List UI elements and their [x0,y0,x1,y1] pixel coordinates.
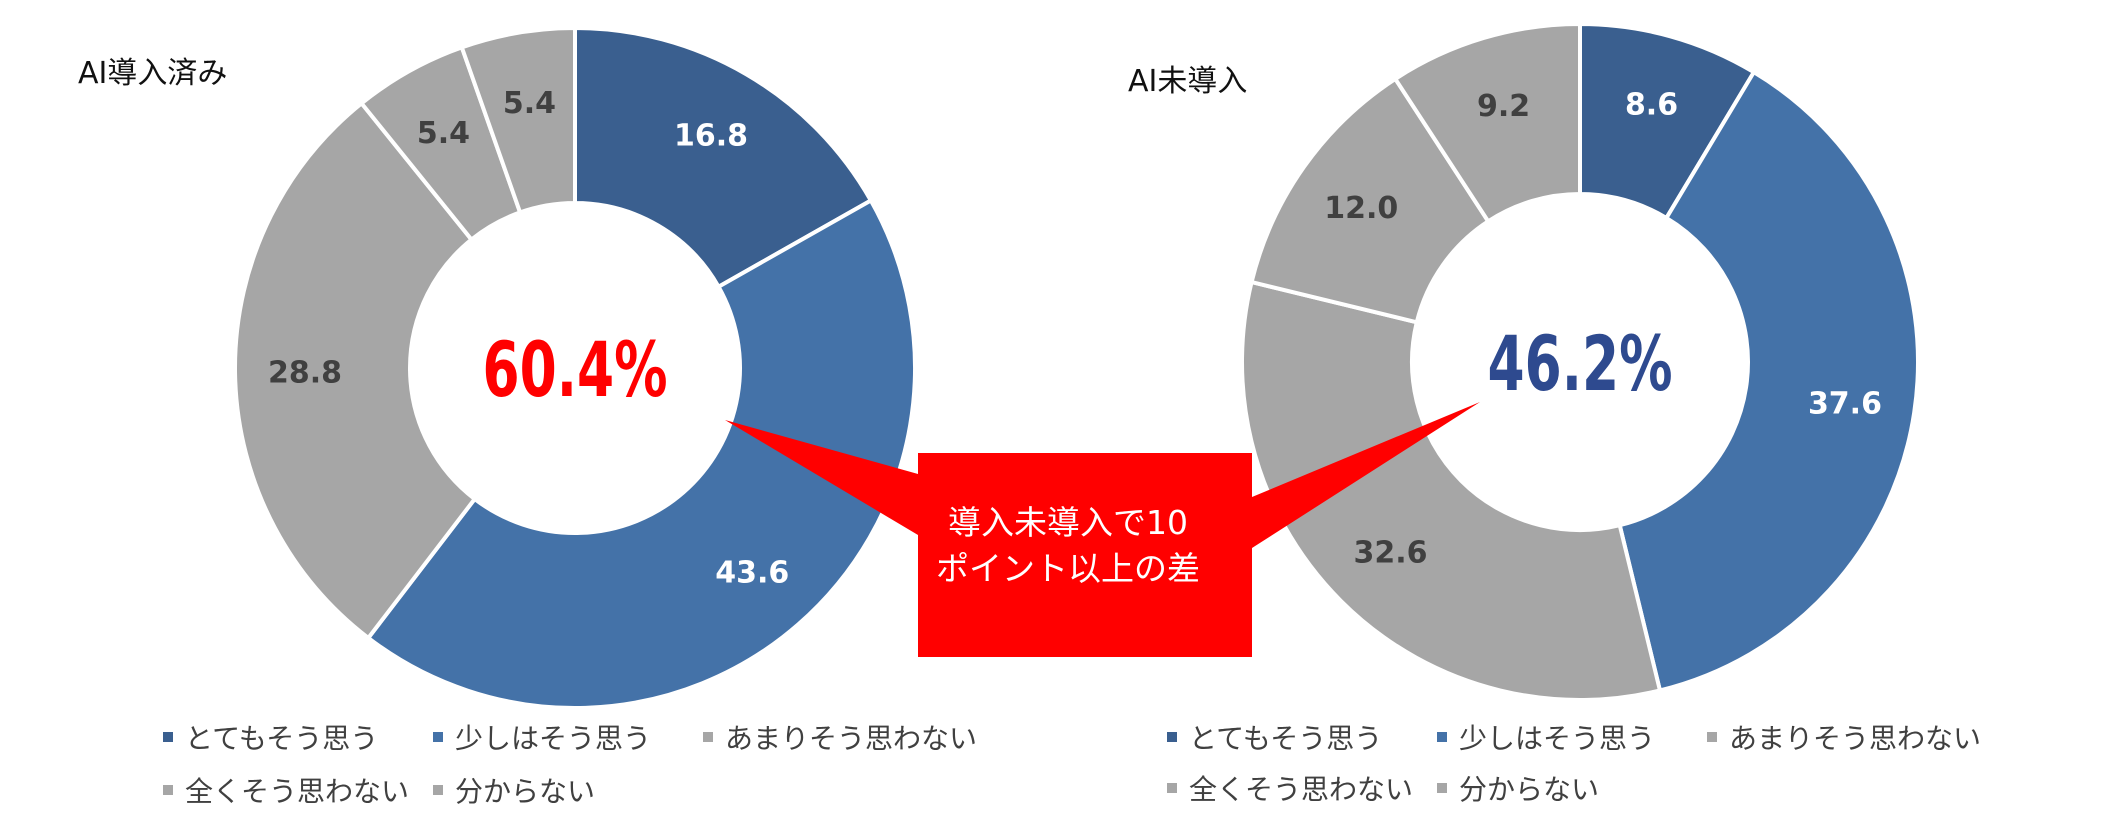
legend-label: あまりそう思わない [725,722,978,755]
callout-box [725,402,1480,657]
legend-label: 少しはそう思う [455,722,652,755]
data-label: 8.6 [1625,88,1678,123]
callout-line-2: ポイント以上の差 [936,549,1200,588]
legend-left-row-2: 全くそう思わない 分からない [163,770,595,810]
legend-label: 少しはそう思う [1459,722,1656,755]
legend-item: あまりそう思わない [1707,717,1981,757]
legend-label: 全くそう思わない [1189,773,1414,806]
donut-slice [573,25,874,290]
legend-swatch [703,732,713,742]
data-label: 12.0 [1324,191,1398,226]
legend-item: 全くそう思わない [1167,768,1437,808]
data-label: 16.8 [674,119,748,154]
legend-label: 全くそう思わない [185,775,410,808]
donut-slice [459,25,577,215]
legend-label: あまりそう思わない [1729,722,1982,755]
donut-chart-adopted: 16.8 43.6 28.8 5.4 5.4 60.4% [233,25,917,710]
legend-label: とてもそう思う [1189,722,1383,755]
legend-swatch [1437,732,1447,742]
legend-item: あまりそう思わない [703,717,977,757]
data-label: 9.2 [1477,89,1530,124]
legend-item: 少しはそう思う [433,717,703,757]
legend-item: とてもそう思う [163,717,433,757]
donut-slice [365,197,917,710]
legend-item: 分からない [1437,768,1599,808]
chart-title-adopted: AI導入済み [78,56,228,91]
legend-swatch [1167,783,1177,793]
donut-chart-not-adopted: 8.6 37.6 32.6 12.0 9.2 46.2% [1240,21,1920,702]
legend-label: とてもそう思う [185,722,379,755]
donut-slice [233,100,478,641]
legend-item: 分からない [433,770,595,810]
donut-slice [1392,21,1582,225]
legend-label: 分からない [1459,773,1600,806]
data-label: 5.4 [503,86,556,121]
legend-item: とてもそう思う [1167,717,1437,757]
center-label: 60.4% [483,325,668,414]
center-label: 46.2% [1488,319,1673,408]
legend-swatch [163,732,173,742]
chart-title-not-adopted: AI未導入 [1128,64,1248,99]
legend-right-row-2: 全くそう思わない 分からない [1167,768,1599,808]
legend-swatch [433,785,443,795]
legend-swatch [1707,732,1717,742]
data-label: 32.6 [1353,536,1427,571]
donut-slice [1249,76,1491,325]
callout-line-1: 導入未導入で10 [948,503,1188,542]
legend-swatch [163,785,173,795]
legend-item: 全くそう思わない [163,770,433,810]
callout-text: 導入未導入で10 ポイント以上の差 [918,500,1218,592]
legend-swatch [1167,732,1177,742]
legend-right-row-1: とてもそう思う 少しはそう思う あまりそう思わない [1167,717,1981,757]
legend-item: 少しはそう思う [1437,717,1707,757]
legend-swatch [1437,783,1447,793]
data-label: 5.4 [417,116,470,151]
data-label: 43.6 [715,556,789,591]
data-label: 37.6 [1808,386,1882,421]
donut-slice [1240,279,1663,702]
donut-slice [1617,69,1920,693]
legend-left-row-1: とてもそう思う 少しはそう思う あまりそう思わない [163,717,977,757]
legend-label: 分からない [455,775,596,808]
legend-swatch [433,732,443,742]
data-label: 28.8 [268,355,342,390]
